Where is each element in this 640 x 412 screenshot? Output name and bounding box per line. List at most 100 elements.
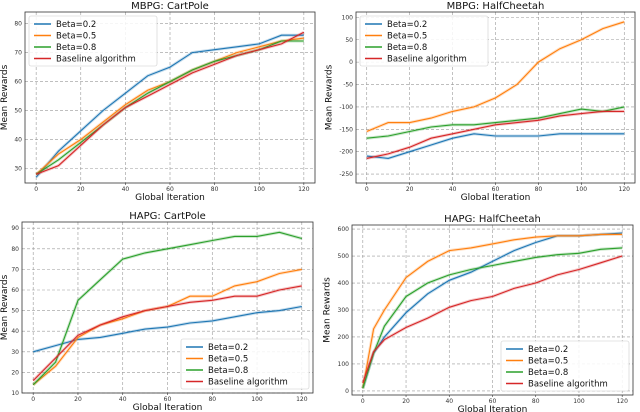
x-tick-label: 80 — [535, 186, 543, 193]
subplot-3: 0 20 40 60 80 100 120 10 20 30 40 50 60 70 80 90 HAPG: C… — [0, 211, 314, 412]
chart-title: MBPG: CartPole — [131, 1, 209, 12]
x-tick-label: 20 — [406, 186, 414, 193]
x-tick-label: 20 — [74, 396, 82, 403]
x-axis-label: Global Iteration — [461, 193, 531, 203]
y-tick-label: 500 — [338, 253, 350, 260]
y-tick-label: 50 — [14, 108, 22, 115]
axes-frame — [351, 224, 634, 396]
subplot-4: 0 20 40 60 80 100 120 0 100 200 300 400 500 600 HAPG: … — [323, 214, 634, 412]
legend-box — [28, 15, 158, 67]
x-tick-label: 40 — [449, 186, 457, 193]
axes-frame — [24, 11, 316, 184]
series-line — [366, 133, 625, 159]
y-tick-label: 200 — [338, 334, 350, 341]
y-tick-label: 50 — [11, 308, 19, 315]
y-tick-label: 80 — [14, 21, 22, 28]
x-tick-label: 120 — [296, 396, 308, 403]
legend-label: Beta=0.8 — [208, 366, 248, 376]
y-tick-label: 60 — [14, 79, 22, 86]
y-tick-label: -250 — [339, 171, 353, 178]
series-line — [32, 231, 302, 386]
series-line — [362, 255, 623, 384]
chart-title: MBPG: HalfCheetah — [447, 1, 545, 12]
axes-frame — [21, 221, 314, 394]
x-tick-label: 80 — [211, 186, 219, 193]
legend-label: Beta=0.5 — [208, 355, 248, 365]
axes-frame — [355, 11, 636, 184]
x-tick-label: 0 — [365, 186, 369, 193]
x-tick-label: 60 — [166, 186, 174, 193]
x-tick-label: 60 — [164, 396, 172, 403]
x-tick-label: 120 — [616, 398, 628, 405]
y-axis-label: Mean Rewards — [0, 64, 10, 130]
y-axis-label: Mean Rewards — [323, 277, 333, 343]
series-line — [362, 247, 623, 389]
y-tick-label: 90 — [11, 225, 19, 232]
x-tick-label: 100 — [254, 186, 266, 193]
series-line — [32, 285, 302, 381]
y-tick-label: 400 — [338, 280, 350, 287]
series-line — [366, 21, 625, 133]
y-tick-label: 600 — [338, 226, 350, 233]
legend-box — [500, 340, 630, 392]
legend-label: Baseline algorithm — [56, 55, 136, 65]
x-tick-label: 100 — [573, 398, 585, 405]
y-axis-label: Mean Rewards — [324, 64, 334, 130]
legend-label: Beta=0.8 — [56, 43, 96, 53]
x-tick-label: 20 — [402, 398, 410, 405]
legend-label: Beta=0.2 — [208, 343, 248, 353]
y-axis-label: Mean Rewards — [0, 274, 10, 340]
x-tick-label: 120 — [619, 186, 631, 193]
x-tick-label: 0 — [31, 396, 35, 403]
x-tick-label: 80 — [532, 398, 540, 405]
y-tick-label: 80 — [11, 246, 19, 253]
y-tick-label: 0 — [349, 59, 353, 66]
x-axis-label: Global Iteration — [135, 193, 205, 203]
legend-label: Beta=0.2 — [56, 20, 96, 30]
legend-label: Baseline algorithm — [387, 55, 467, 65]
y-tick-label: 100 — [338, 361, 350, 368]
series-line — [366, 106, 625, 139]
x-tick-label: 0 — [34, 186, 38, 193]
x-tick-label: 40 — [119, 396, 127, 403]
y-tick-label: 10 — [11, 390, 19, 397]
y-tick-label: 300 — [338, 307, 350, 314]
series-line — [362, 233, 623, 389]
series-line — [366, 110, 625, 159]
x-tick-label: 40 — [122, 186, 130, 193]
legend-label: Beta=0.5 — [387, 32, 427, 42]
y-tick-label: 60 — [11, 287, 19, 294]
x-tick-label: 80 — [208, 396, 216, 403]
y-tick-label: -100 — [339, 104, 353, 111]
legend-box — [180, 338, 310, 390]
y-tick-label: -150 — [339, 126, 353, 133]
y-tick-label: 100 — [342, 14, 354, 21]
x-axis-label: Global Iteration — [133, 403, 203, 412]
x-tick-label: 120 — [298, 186, 310, 193]
legend-label: Beta=0.5 — [528, 357, 568, 367]
legend-box — [359, 15, 489, 67]
x-tick-label: 100 — [251, 396, 263, 403]
y-tick-label: 70 — [14, 50, 22, 57]
y-tick-label: 40 — [11, 328, 19, 335]
series-line — [33, 305, 302, 353]
x-tick-label: 40 — [445, 398, 453, 405]
legend-label: Baseline algorithm — [528, 380, 608, 390]
x-tick-label: 0 — [361, 398, 365, 405]
y-tick-label: 50 — [345, 37, 353, 44]
subplot-1: 0 20 40 60 80 100 120 30 40 50 60 70 80 MBPG: CartPol… — [0, 1, 316, 203]
legend-label: Beta=0.2 — [528, 345, 568, 355]
subplot-2: 0 20 40 60 80 100 120 -250 -200 -150 -100 -50 0 50 100… — [324, 1, 636, 203]
y-tick-label: 30 — [14, 166, 22, 173]
y-tick-label: 20 — [11, 369, 19, 376]
legend-label: Beta=0.8 — [528, 368, 568, 378]
x-tick-label: 20 — [77, 186, 85, 193]
chart-title: HAPG: HalfCheetah — [444, 214, 541, 225]
y-tick-label: -50 — [343, 82, 353, 89]
y-tick-label: 0 — [345, 388, 349, 395]
